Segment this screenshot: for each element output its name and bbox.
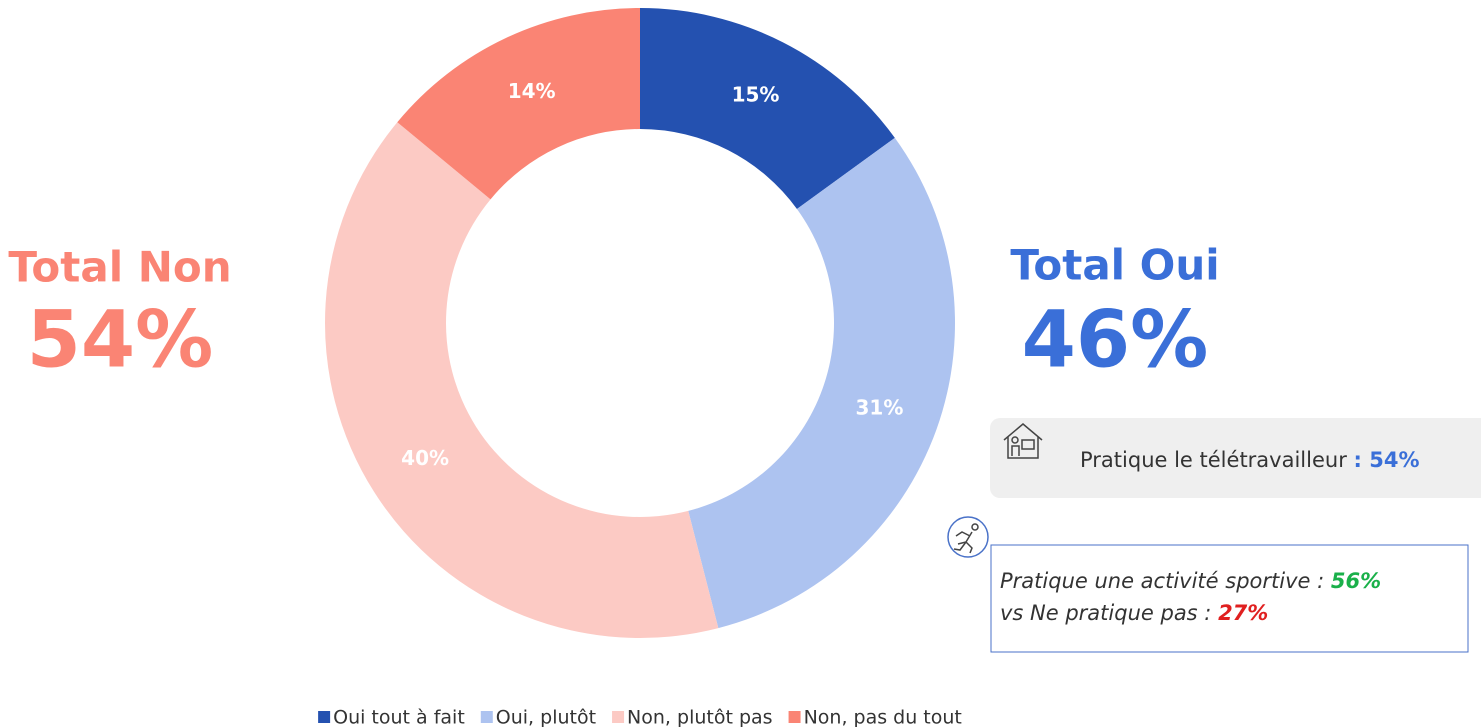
teletravail-value: : 54% [1354, 448, 1420, 472]
data-label: 40% [401, 446, 449, 470]
data-label: 31% [856, 396, 904, 420]
sport-line-2: vs Ne pratique pas : 27% [1000, 601, 1268, 625]
sport-box [990, 544, 1469, 653]
teletravail-text: Pratique le télétravailleur : 54% [1080, 448, 1420, 472]
donut-segment [397, 8, 640, 200]
teletravail-box [990, 418, 1481, 498]
data-label: 15% [732, 83, 780, 107]
legend: Oui tout à fait Oui, plutôt Non, plutôt pa… [318, 707, 962, 727]
teletravail-label: Pratique le télétravailleur [1080, 448, 1347, 472]
legend-swatch [480, 711, 493, 723]
sport-label-1: Pratique une activité sportive : [1000, 569, 1324, 593]
runner-icon [953, 523, 979, 554]
total-oui-value: 46% [1022, 295, 1209, 385]
legend-label: Non, plutôt pas [627, 707, 773, 727]
sport-line-1: Pratique une activité sportive : 56% [1000, 569, 1381, 593]
sport-value-1: 56% [1331, 569, 1381, 593]
donut-segment [640, 8, 895, 209]
donut-segment [324, 122, 719, 639]
total-non-label: Total Non [8, 243, 231, 292]
total-oui-label: Total Oui [1010, 241, 1219, 290]
data-label: 14% [508, 79, 556, 103]
runner-icon-circle [947, 516, 989, 558]
donut: 15% 31% 40% 14% [324, 8, 955, 639]
total-non-value: 54% [27, 295, 214, 385]
donut-segment [688, 137, 955, 629]
legend-label: Oui, plutôt [496, 707, 596, 727]
legend-swatch [788, 711, 801, 723]
legend-swatch [612, 711, 625, 723]
sport-value-2: 27% [1218, 601, 1268, 625]
legend-label: Oui tout à fait [333, 707, 465, 727]
legend-label: Non, pas du tout [804, 707, 962, 727]
legend-swatch [318, 711, 331, 723]
house-icon [1003, 423, 1043, 459]
sport-label-2: vs Ne pratique pas : [1000, 601, 1211, 625]
